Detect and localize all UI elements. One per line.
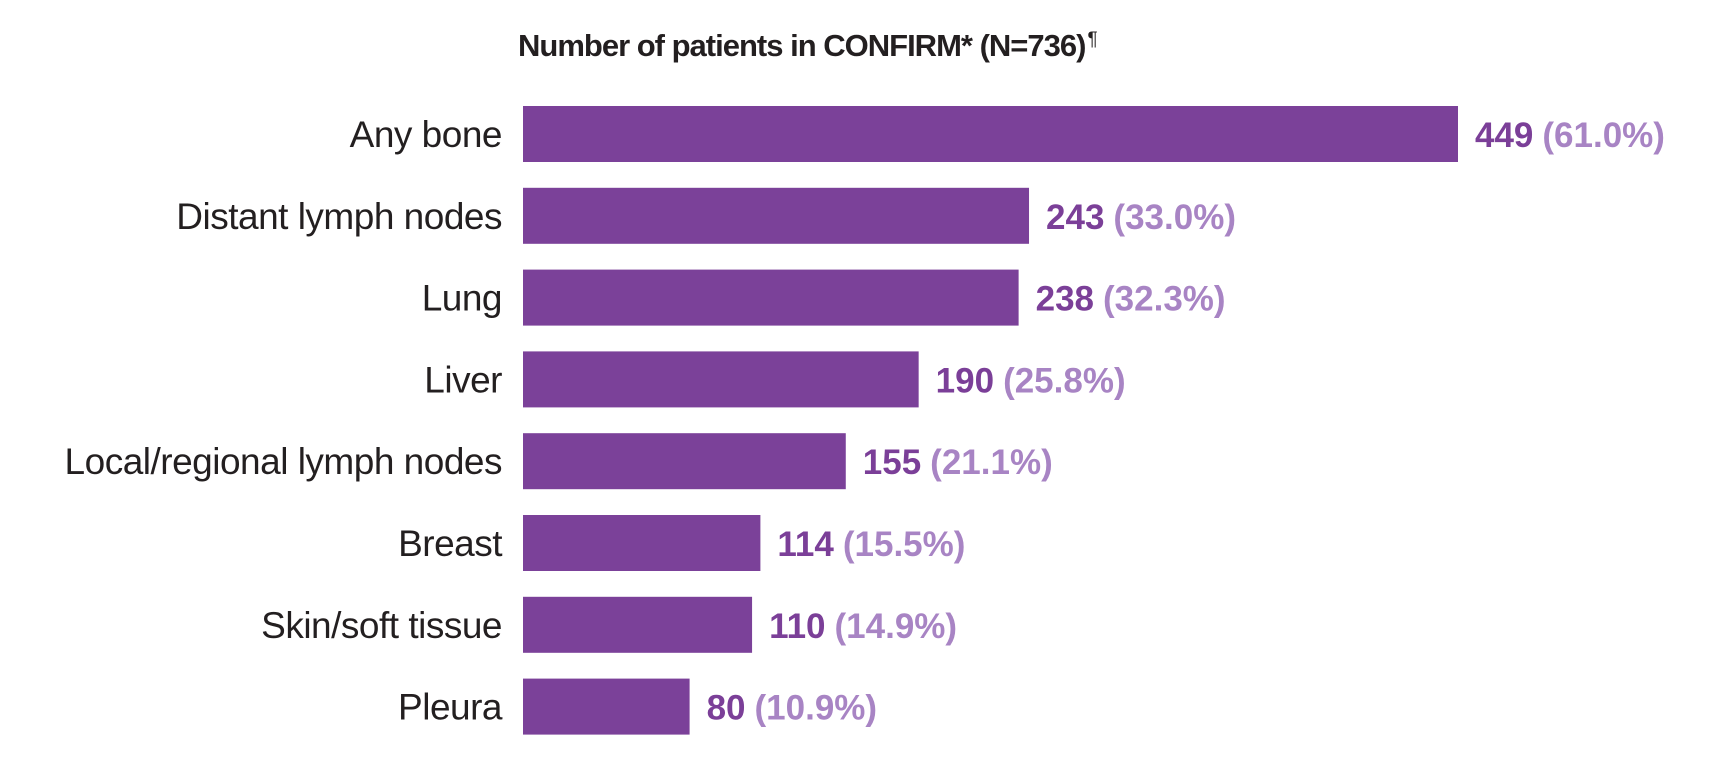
- chart-title: Number of patients in CONFIRM* (N=736) ¶: [518, 28, 1098, 64]
- bar-row: Pleura 80 (10.9%): [398, 678, 878, 735]
- data-label-count: 110: [769, 607, 825, 646]
- data-label-count: 238: [1036, 280, 1094, 319]
- bar: [523, 269, 1019, 326]
- bar-row: Liver 190 (25.8%): [424, 351, 1126, 408]
- data-label: 155 (21.1%): [863, 443, 1053, 482]
- bar: [523, 433, 846, 490]
- data-label-percent: (25.8%): [1003, 361, 1126, 400]
- bar: [523, 351, 919, 408]
- data-label-percent: (21.1%): [930, 443, 1053, 482]
- category-label: Skin/soft tissue: [261, 605, 502, 646]
- bar: [523, 187, 1030, 244]
- data-label-count: 114: [777, 525, 834, 564]
- data-label-percent: (32.3%): [1103, 280, 1226, 319]
- bar-row: Distant lymph nodes 243 (33.0%): [176, 187, 1236, 244]
- bar-row: Local/regional lymph nodes 155 (21.1%): [65, 433, 1053, 490]
- data-label-percent: (14.9%): [835, 607, 958, 646]
- data-label: 243 (33.0%): [1046, 198, 1236, 237]
- data-label: 110 (14.9%): [769, 607, 957, 646]
- category-label: Breast: [398, 523, 503, 564]
- category-label: Distant lymph nodes: [176, 196, 502, 237]
- chart-title-mark: ¶: [1087, 28, 1097, 50]
- category-label: Pleura: [398, 687, 503, 728]
- bar: [523, 106, 1458, 162]
- chart-title-text: Number of patients in CONFIRM* (N=736): [518, 28, 1086, 63]
- bar: [523, 515, 761, 571]
- data-label-count: 155: [863, 443, 921, 482]
- bar: [523, 596, 753, 653]
- data-label-percent: (15.5%): [843, 525, 966, 564]
- data-label: 449 (61.0%): [1475, 116, 1665, 155]
- data-label-count: 243: [1046, 198, 1104, 237]
- bar: [523, 678, 690, 735]
- bar-row: Lung 238 (32.3%): [422, 269, 1226, 326]
- data-label-percent: (61.0%): [1542, 116, 1665, 155]
- data-label: 80 (10.9%): [707, 689, 878, 728]
- category-label: Lung: [422, 278, 502, 319]
- data-label-count: 190: [936, 361, 994, 400]
- data-label: 114 (15.5%): [777, 525, 965, 564]
- bar-row: Breast 114 (15.5%): [398, 515, 965, 571]
- category-label: Liver: [424, 359, 502, 400]
- data-label-count: 80: [707, 689, 746, 728]
- category-label: Any bone: [350, 114, 502, 155]
- data-label: 190 (25.8%): [936, 361, 1126, 400]
- data-label-percent: (33.0%): [1113, 198, 1236, 237]
- data-label-percent: (10.9%): [755, 689, 878, 728]
- bar-row: Skin/soft tissue 110 (14.9%): [261, 596, 957, 653]
- data-label-count: 449: [1475, 116, 1533, 155]
- data-label: 238 (32.3%): [1036, 280, 1226, 319]
- category-label: Local/regional lymph nodes: [65, 441, 502, 482]
- bar-row: Any bone 449 (61.0%): [350, 106, 1665, 162]
